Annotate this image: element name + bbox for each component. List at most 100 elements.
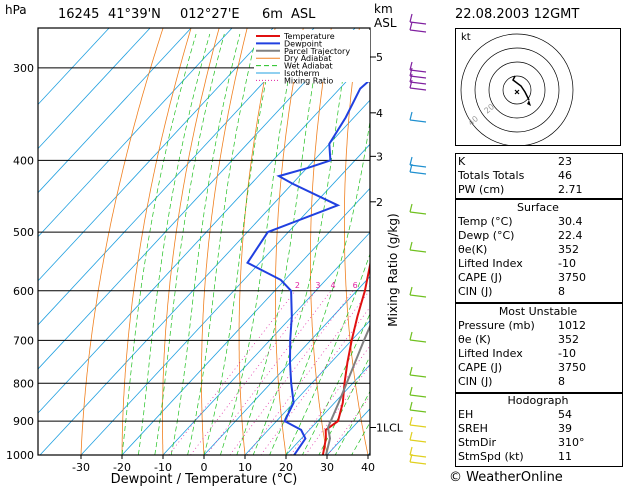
mixing-ratio-label: 6 [353,281,358,290]
surface-value: 3750 [558,271,586,284]
wind-barb-icon [409,81,427,85]
hodograph-box [455,393,623,467]
wind-barb-feather [409,431,413,441]
legend-label: Mixing Ratio [284,76,333,85]
mixing-ratio-label: 3 [315,281,320,290]
mixing-ratio-line [168,290,296,455]
isotherm-line [409,28,455,455]
wind-barb-icon [409,424,427,428]
wind-barb-feather [409,203,413,213]
pressure-tick-label: 1000 [6,449,34,462]
x-tick-label: 10 [238,461,252,474]
wind-barb-feather [409,453,413,463]
wet-adiabat-line [187,33,258,455]
wind-barb-feather [409,416,413,426]
wind-barb-feather [409,156,413,166]
x-tick-label: 0 [201,461,208,474]
wet-adiabat-line [302,313,370,455]
wind-barb-feather [409,67,413,77]
mixing-ratio-label: 28 [442,281,452,290]
hodo-arrow-icon [527,100,531,106]
hodo-name: StmDir [458,436,497,449]
x-tick-label: 20 [279,461,293,474]
mixing-ratio-line [190,290,317,455]
dry-adiabat-line [162,28,220,455]
index-name: Totals Totals [458,169,525,182]
legend-label: Wet Adiabat [284,62,333,71]
wet-adiabat-line [285,252,370,455]
isotherm-line [38,28,110,106]
mu-name: Pressure (mb) [458,319,535,332]
x-tick-label: -30 [72,461,90,474]
wind-barb-feather [409,111,413,121]
x-tick-label: -10 [154,461,172,474]
wind-barb-feather [409,73,413,83]
index-value: 46 [558,169,572,182]
mixing-ratio-label: 16 [407,281,417,290]
latitude: 41°39'N [108,7,161,22]
wind-barb-icon [409,454,427,458]
hodograph-title: Hodograph [507,394,569,407]
surface-table: Surface Temp (°C) 30.4 Dewp (°C) 22.4 θe(K… [455,201,621,299]
isotherm-line [38,28,356,370]
pressure-tick-label: 800 [13,377,34,390]
wind-barb-icon [409,339,427,343]
x-tick-label: -20 [113,461,131,474]
index-name: K [458,155,466,168]
pressure-tick-label: 900 [13,415,34,428]
most-unstable-box [455,303,623,393]
mu-name: CAPE (J) [458,361,503,374]
mixing-ratio-label: 2 [295,281,300,290]
isotherm-line [244,320,370,455]
surface-name: θe(K) [458,243,488,256]
wind-barb-feather [409,241,413,251]
wind-barb-feather [409,163,413,173]
hodo-name: StmSpd (kt) [458,450,524,463]
wind-barb-feather [409,366,413,376]
mu-value: -10 [558,347,576,360]
dry-adiabat-line [80,28,164,455]
hodo-ring-2 [488,61,546,119]
surface-value: 22.4 [558,229,583,242]
elevation: 6m [262,7,283,22]
mu-value: 8 [558,375,565,388]
hodo-ring-4 [460,33,574,146]
hodo-value: 39 [558,422,572,435]
hodo-value: 310° [558,436,585,449]
dry-adiabat-line [201,28,248,455]
hodo-trace [512,75,530,101]
indices-box [455,153,623,199]
mu-value: 352 [558,333,579,346]
temperature-profile [321,260,370,455]
elevation-unit: ASL [291,7,316,22]
wet-adiabat-line [236,33,322,455]
legend-label: Dry Adiabat [284,54,331,63]
skewt-chart: 2 3 4 6 8 10 16 20 283004005006007008009001000-3… [6,13,455,486]
wind-barb-feather [409,286,413,296]
wind-barb-feather [409,79,413,89]
hodo-name: SREH [458,422,488,435]
dry-adiabat-line [275,28,304,455]
km-tick-label: 5 [376,51,383,64]
wind-barb-icon [409,294,427,298]
wind-barb-icon [409,164,427,168]
most-unstable-table: Most Unstable Pressure (mb) 1012 θe (K) 35… [455,305,621,389]
surface-name: CAPE (J) [458,271,503,284]
km-tick-label: 3 [376,150,383,163]
hodo-name: EH [458,408,474,421]
wind-barb-icon [409,171,427,175]
surface-name: Dewp (°C) [458,229,515,242]
isotherm-line [38,28,192,194]
most-unstable-title: Most Unstable [498,305,578,318]
index-name: PW (cm) [458,183,505,196]
isotherm-line [203,275,370,455]
wet-adiabat-line [170,33,241,455]
wind-barb-icon [409,461,427,465]
x-tick-label: 40 [361,461,375,474]
wind-barb-icon [409,439,427,443]
wind-barb-icon [409,394,427,398]
mu-name: Lifted Index [458,347,523,360]
mu-name: θe (K) [458,333,491,346]
mixing-ratio-label: 4 [331,281,336,290]
wind-barb-icon [409,119,427,123]
